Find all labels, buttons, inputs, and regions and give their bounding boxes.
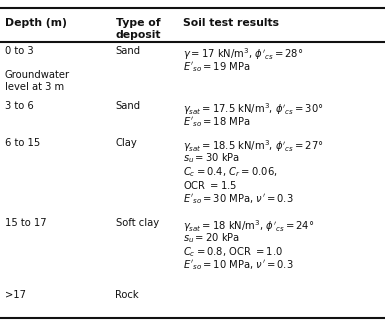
Text: OCR $= 1.5$: OCR $= 1.5$ <box>183 179 237 191</box>
Text: $\gamma_{sat} = 18$ kN/m$^3$, $\phi'_{cs} = 24°$: $\gamma_{sat} = 18$ kN/m$^3$, $\phi'_{cs… <box>183 218 314 233</box>
Text: 0 to 3: 0 to 3 <box>5 46 33 57</box>
Text: Type of
deposit: Type of deposit <box>116 18 161 40</box>
Text: $\gamma = 17$ kN/m$^3$, $\phi'_{cs} = 28°$: $\gamma = 17$ kN/m$^3$, $\phi'_{cs} = 28… <box>183 46 303 62</box>
Text: Depth (m): Depth (m) <box>5 18 67 28</box>
Text: Clay: Clay <box>116 138 137 148</box>
Text: 3 to 6: 3 to 6 <box>5 101 33 112</box>
Text: Rock: Rock <box>116 290 139 301</box>
Text: 6 to 15: 6 to 15 <box>5 138 40 148</box>
Text: $E'_{so} = 18$ MPa: $E'_{so} = 18$ MPa <box>183 115 251 129</box>
Text: $C_c = 0.8$, OCR $= 1.0$: $C_c = 0.8$, OCR $= 1.0$ <box>183 245 283 259</box>
Text: $\gamma_{sat} = 18.5$ kN/m$^3$, $\phi'_{cs} = 27°$: $\gamma_{sat} = 18.5$ kN/m$^3$, $\phi'_{… <box>183 138 324 154</box>
Text: $E'_{so} = 10$ MPa, $\nu' = 0.3$: $E'_{so} = 10$ MPa, $\nu' = 0.3$ <box>183 258 293 272</box>
Text: Soil test results: Soil test results <box>183 18 279 28</box>
Text: $E'_{so} = 30$ MPa, $\nu' = 0.3$: $E'_{so} = 30$ MPa, $\nu' = 0.3$ <box>183 192 293 206</box>
Text: Sand: Sand <box>116 101 141 112</box>
Text: $C_c = 0.4$, $C_r = 0.06$,: $C_c = 0.4$, $C_r = 0.06$, <box>183 165 277 179</box>
Text: >17: >17 <box>5 290 26 301</box>
Text: Groundwater
level at 3 m: Groundwater level at 3 m <box>5 70 70 92</box>
Text: $\gamma_{sat} = 17.5$ kN/m$^3$, $\phi'_{cs} = 30°$: $\gamma_{sat} = 17.5$ kN/m$^3$, $\phi'_{… <box>183 101 324 117</box>
Text: $s_u = 20$ kPa: $s_u = 20$ kPa <box>183 232 240 245</box>
Text: $E'_{so} = 19$ MPa: $E'_{so} = 19$ MPa <box>183 60 251 74</box>
Text: 15 to 17: 15 to 17 <box>5 218 46 228</box>
Text: Sand: Sand <box>116 46 141 57</box>
Text: $s_u = 30$ kPa: $s_u = 30$ kPa <box>183 152 240 165</box>
Text: Soft clay: Soft clay <box>116 218 159 228</box>
